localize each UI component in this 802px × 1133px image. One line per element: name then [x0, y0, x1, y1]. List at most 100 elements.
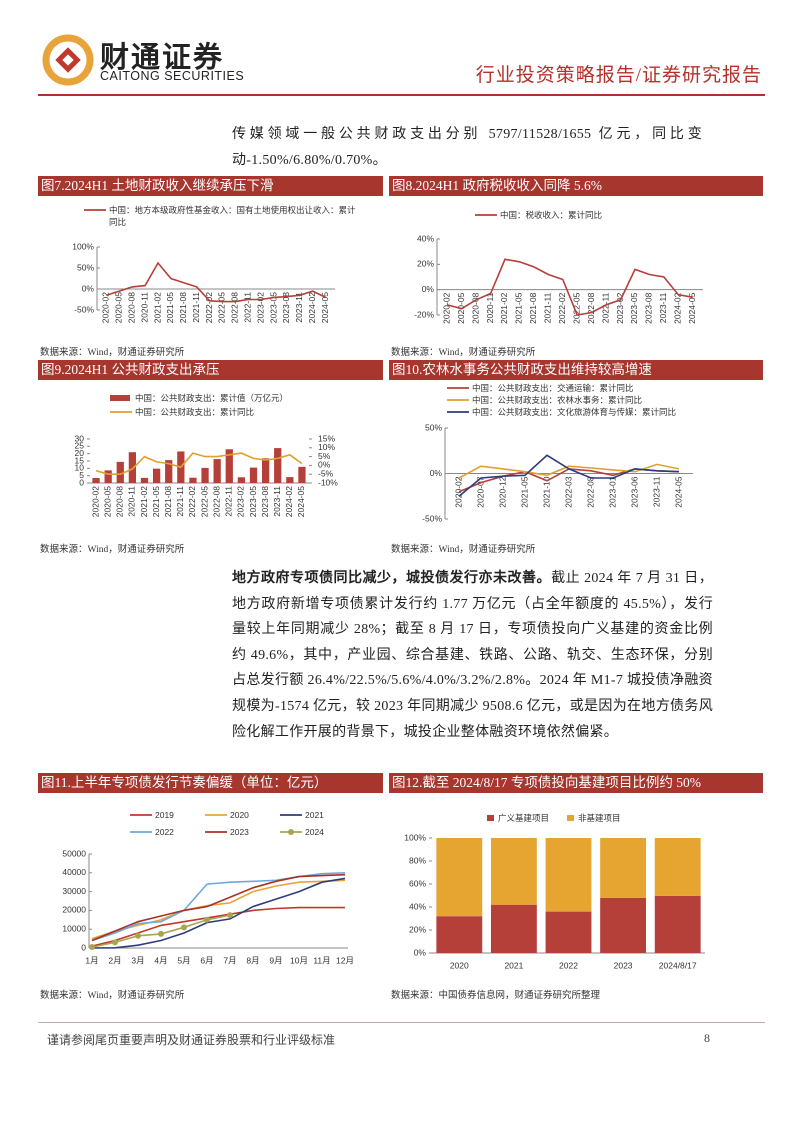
- report-type: 行业投资策略报告/证券研究报告: [475, 65, 762, 86]
- bar-segment: [600, 838, 647, 898]
- bar: [249, 467, 258, 483]
- point: [181, 924, 187, 931]
- figure-source: 数据来源：Wind，财通证券研究所: [391, 545, 536, 555]
- y-tick-label: 40000: [62, 867, 86, 877]
- bar: [128, 452, 137, 483]
- y-tick-label: -20%: [414, 309, 434, 319]
- legend-box: 中国：地方本级政府性基金收入：国有土地使用权出让收入：累计同比: [109, 205, 356, 227]
- x-tick-label: 2020-11: [127, 486, 137, 517]
- bar: [201, 467, 209, 483]
- legend-box: 2022: [155, 827, 174, 837]
- x-tick-label: 2022-11: [242, 292, 252, 323]
- point: [89, 944, 95, 951]
- legend-box: 中国：公共财政支出：交通运输：累计同比: [472, 383, 634, 393]
- y-tick-label: 50%: [77, 262, 94, 272]
- legend-swatch: [487, 815, 494, 821]
- x-tick-label: 2024-05: [296, 486, 306, 517]
- x-tick-label: 10月: [290, 955, 308, 965]
- chart: 50% 0% -50% 2020-02 2020-07 2020-12 2021-05 202…: [422, 383, 693, 523]
- y-tick-label: 80%: [409, 855, 426, 865]
- series-line: [458, 454, 680, 497]
- x-tick-label: 3月: [131, 955, 144, 965]
- y-tick-label: -5%: [318, 468, 334, 478]
- legend-box: 广义基建项目: [498, 813, 549, 823]
- x-tick-label: 2021-08: [528, 292, 538, 323]
- paragraph-body: 截止 2024 年 7 月 31 日，地方政府新增专项债累计发行约 1.77 万…: [232, 571, 713, 740]
- footer-disclaimer: 谨请参阅尾页重要声明及财通证券股票和行业评级标准: [47, 1033, 336, 1047]
- x-tick-label: 2020-07: [475, 476, 485, 507]
- footer-rule: [38, 1022, 765, 1023]
- x-tick-label: 2020-11: [485, 292, 495, 323]
- legend-label: 中国：税收收入：累计同比: [500, 210, 603, 220]
- chart: 100% 50% 0% -50% 2020-02 2020-05 2020-08 2020-1…: [72, 205, 356, 323]
- bar-segment: [545, 911, 592, 953]
- x-tick-label: 2020-12: [497, 476, 507, 507]
- legend-label: 中国：公共财政支出：累计同比: [135, 407, 255, 417]
- bar-segment: [436, 838, 483, 917]
- series-line: [458, 463, 680, 479]
- y-tick-label: 30: [75, 433, 85, 443]
- x-tick-label: 2021-05: [514, 292, 524, 323]
- x-tick-label: 2021-11: [191, 292, 201, 323]
- y-tick-label: 0: [81, 942, 86, 952]
- x-tick-label: 2022-02: [187, 486, 197, 517]
- legend-label: 2023: [230, 827, 249, 837]
- y-tick-label: 40%: [409, 901, 426, 911]
- figure-source: 数据来源：Wind，财通证券研究所: [40, 991, 185, 1001]
- y-tick-label: 0%: [414, 947, 427, 957]
- bar-segment: [490, 838, 537, 905]
- series-line: [91, 872, 346, 942]
- figure-title: 图11.上半年专项债发行节奏偏缓（单位：亿元）: [38, 773, 383, 793]
- y-tick-label: 40%: [417, 233, 434, 243]
- legend-swatch: [567, 815, 574, 821]
- figure-source: 数据来源：Wind，财通证券研究所: [391, 348, 536, 358]
- x-tick-label: 2023-05: [268, 292, 278, 323]
- y-tick-label: -50%: [422, 513, 442, 523]
- x-tick-label: 2023-06: [629, 476, 639, 507]
- x-tick-label: 5月: [177, 955, 190, 965]
- bar: [152, 468, 161, 483]
- y-tick-label: 5: [79, 470, 84, 480]
- x-tick-label: 2023-11: [651, 476, 661, 507]
- x-tick-label: 2023-08: [281, 292, 291, 323]
- x-tick-label: 6月: [200, 955, 213, 965]
- logo-en: CAITONG SECURITIES: [100, 69, 245, 83]
- figure-title: 图10.农林水事务公共财政支出维持较高增速: [389, 360, 763, 380]
- x-tick-label: 7月: [223, 955, 236, 965]
- bar: [213, 459, 221, 483]
- x-tick-label: 2021-05: [519, 476, 529, 507]
- x-tick-label: 2023-05: [629, 292, 639, 323]
- y-tick-label: 0%: [318, 460, 331, 470]
- bar-segment: [490, 904, 537, 953]
- figure-title: 图9.2024H1 公共财政支出承压: [38, 360, 383, 380]
- y-tick-label: 10%: [318, 442, 335, 452]
- x-tick-label: 2022-02: [204, 292, 214, 323]
- y-tick-label: 20: [75, 448, 85, 458]
- paragraph: 传媒领域一般公共财政支出分别 5797/11528/1655 亿元，同比变动-1…: [232, 127, 702, 168]
- y-tick-label: 100%: [72, 241, 94, 251]
- x-tick-label: 2024-02: [284, 486, 294, 517]
- legend-label: 中国：公共财政支出：累计值（万亿元）: [135, 393, 289, 403]
- y-tick-label: -10%: [318, 477, 338, 487]
- x-tick-label: 2022-02: [557, 292, 567, 323]
- point: [204, 916, 210, 923]
- x-tick-label: 2023: [614, 960, 633, 970]
- figure-source: 数据来源：中国债券信息网，财通证券研究所整理: [391, 991, 601, 1001]
- x-tick-label: 2022-08: [230, 292, 240, 323]
- x-tick-label: 2022: [559, 960, 578, 970]
- bar: [298, 466, 306, 483]
- legend-label: 非基建项目: [578, 813, 621, 823]
- x-tick-label: 2023-11: [294, 292, 304, 323]
- bar: [274, 448, 282, 483]
- x-tick-label: 2023-02: [236, 486, 246, 517]
- y-tick-label: 5%: [318, 451, 331, 461]
- y-tick-label: 15: [75, 455, 85, 465]
- x-tick-label: 2022-08: [211, 486, 221, 517]
- series-line: [91, 906, 345, 947]
- point: [158, 930, 164, 937]
- bar: [261, 458, 270, 483]
- bar: [140, 477, 149, 483]
- bar: [237, 477, 246, 483]
